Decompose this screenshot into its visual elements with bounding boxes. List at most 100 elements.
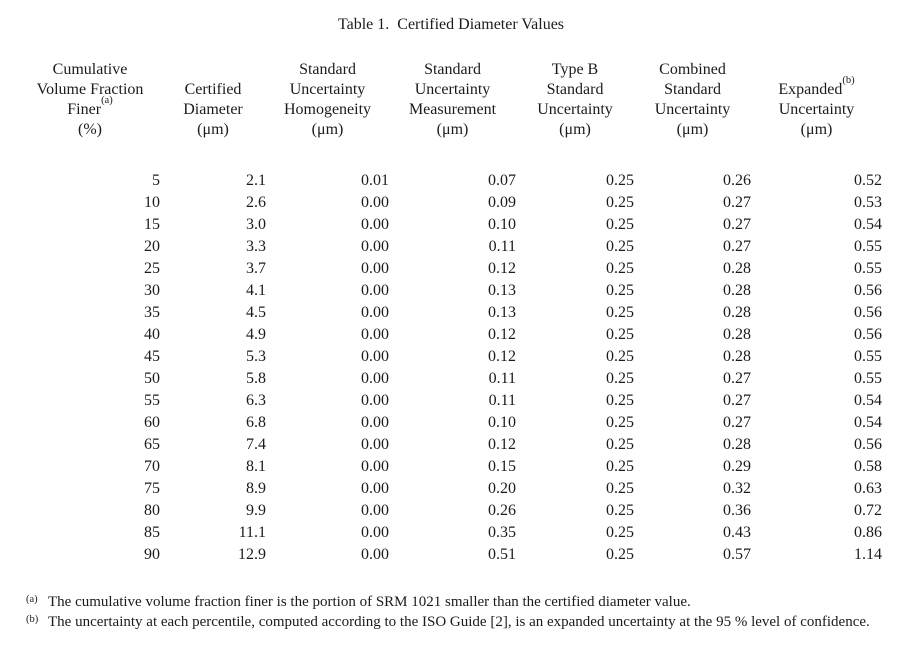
table-cell: 80 [144, 502, 160, 519]
table-cell: 0.35 [488, 524, 516, 541]
table-cell: 5.3 [246, 348, 266, 365]
table-cell: 0.07 [488, 172, 516, 189]
table-row: 40 4.9 0.00 0.12 0.25 0.28 0.56 [20, 324, 882, 346]
table-cell: 11.1 [238, 524, 266, 541]
table-cell: 0.28 [723, 348, 751, 365]
table-cell: 85 [144, 524, 160, 541]
table-cell: 0.10 [488, 414, 516, 431]
table-row: 35 4.5 0.00 0.13 0.25 0.28 0.56 [20, 302, 882, 324]
table-cell: 8.9 [246, 480, 266, 497]
table-cell: 4.1 [246, 282, 266, 299]
table-cell: 0.00 [361, 326, 389, 343]
table-cell: 0.25 [606, 458, 634, 475]
table-cell: 0.43 [723, 524, 751, 541]
table-cell: 30 [144, 282, 160, 299]
table-row: 65 7.4 0.00 0.12 0.25 0.28 0.56 [20, 434, 882, 456]
table-cell: 0.26 [723, 172, 751, 189]
table-cell: 0.25 [606, 480, 634, 497]
table-cell: 0.29 [723, 458, 751, 475]
table-cell: 0.25 [606, 216, 634, 233]
table-cell: 0.00 [361, 348, 389, 365]
table-cell: 0.55 [854, 238, 882, 255]
table-cell: 0.00 [361, 282, 389, 299]
table-cell: 3.3 [246, 238, 266, 255]
table-cell: 50 [144, 370, 160, 387]
table-cell: 0.00 [361, 502, 389, 519]
table-cell: 0.12 [488, 436, 516, 453]
table-cell: 0.32 [723, 480, 751, 497]
table-cell: 0.72 [854, 502, 882, 519]
footnote-reference: (a) [101, 94, 113, 106]
column-header-certified-diameter: Certified Diameter (μm) [183, 81, 243, 138]
column-header-type-b-standard-uncertainty: Type B Standard Uncertainty (μm) [537, 61, 613, 138]
table-cell: 0.28 [723, 282, 751, 299]
footnotes-section: (a) The cumulative volume fraction finer … [20, 592, 876, 632]
table-cell: 0.13 [488, 304, 516, 321]
table-cell: 45 [144, 348, 160, 365]
table-cell: 0.63 [854, 480, 882, 497]
footnote: (b) The uncertainty at each percentile, c… [20, 612, 876, 632]
table-cell: 0.28 [723, 326, 751, 343]
table-cell: 0.01 [361, 172, 389, 189]
table-cell: 8.1 [246, 458, 266, 475]
table-row: 5 2.1 0.01 0.07 0.25 0.26 0.52 [20, 170, 882, 192]
table-cell: 5.8 [246, 370, 266, 387]
table-cell: 0.00 [361, 524, 389, 541]
table-cell: 2.1 [246, 172, 266, 189]
table-row: 55 6.3 0.00 0.11 0.25 0.27 0.54 [20, 390, 882, 412]
table-cell: 0.25 [606, 546, 634, 563]
table-cell: 0.55 [854, 370, 882, 387]
table-cell: 0.56 [854, 304, 882, 321]
table-cell: 0.00 [361, 304, 389, 321]
table-cell: 0.25 [606, 524, 634, 541]
table-cell: 10 [144, 194, 160, 211]
table-cell: 20 [144, 238, 160, 255]
footnote-text: The uncertainty at each percentile, comp… [48, 614, 870, 630]
table-cell: 0.86 [854, 524, 882, 541]
table-cell: 0.28 [723, 260, 751, 277]
table-cell: 0.00 [361, 194, 389, 211]
table-cell: 55 [144, 392, 160, 409]
table-cell: 0.25 [606, 348, 634, 365]
table-cell: 0.27 [723, 392, 751, 409]
table-cell: 0.56 [854, 282, 882, 299]
table-row: 15 3.0 0.00 0.10 0.25 0.27 0.54 [20, 214, 882, 236]
table-cell: 0.25 [606, 502, 634, 519]
footnote-reference: (b) [842, 74, 855, 86]
table-cell: 0.00 [361, 392, 389, 409]
table-cell: 60 [144, 414, 160, 431]
table-cell: 7.4 [246, 436, 266, 453]
table-cell: 70 [144, 458, 160, 475]
table-cell: 4.9 [246, 326, 266, 343]
table-title: Table 1. Certified Diameter Values [337, 16, 565, 33]
table-row: 25 3.7 0.00 0.12 0.25 0.28 0.55 [20, 258, 882, 280]
table-cell: 0.54 [854, 392, 882, 409]
table-cell: 0.11 [488, 392, 516, 409]
table-row: 30 4.1 0.00 0.13 0.25 0.28 0.56 [20, 280, 882, 302]
table-cell: 0.28 [723, 436, 751, 453]
column-header-cumulative-volume-fraction-finer: Cumulative Volume Fraction Finer(a) (%) [36, 61, 144, 138]
table-cell: 0.25 [606, 304, 634, 321]
table-cell: 0.28 [723, 304, 751, 321]
table-cell: 0.55 [854, 348, 882, 365]
table-cell: 40 [144, 326, 160, 343]
table-cell: 0.00 [361, 216, 389, 233]
table-row: 80 9.9 0.00 0.26 0.25 0.36 0.72 [20, 500, 882, 522]
table-cell: 0.12 [488, 326, 516, 343]
footnote-text: The cumulative volume fraction finer is … [48, 594, 691, 610]
table-cell: 0.25 [606, 436, 634, 453]
table-cell: 0.00 [361, 546, 389, 563]
table-row: 50 5.8 0.00 0.11 0.25 0.27 0.55 [20, 368, 882, 390]
column-header-standard-uncertainty-measurement: Standard Uncertainty Measurement (μm) [408, 61, 497, 138]
table-cell: 0.26 [488, 502, 516, 519]
table-row: 75 8.9 0.00 0.20 0.25 0.32 0.63 [20, 478, 882, 500]
table-cell: 0.25 [606, 326, 634, 343]
table-cell: 0.00 [361, 414, 389, 431]
column-header-combined-standard-uncertainty: Combined Standard Uncertainty (μm) [654, 61, 731, 138]
table-cell: 0.52 [854, 172, 882, 189]
table-cell: 0.25 [606, 194, 634, 211]
table-cell: 0.55 [854, 260, 882, 277]
table-cell: 0.51 [488, 546, 516, 563]
column-header-expanded-uncertainty: Expanded(b) Uncertainty (μm) [778, 74, 855, 138]
